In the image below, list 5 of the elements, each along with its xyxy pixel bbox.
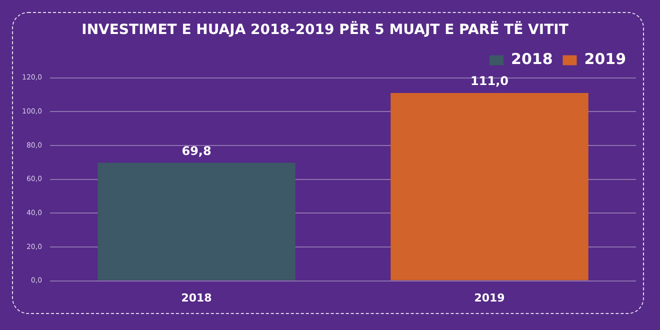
legend-label: 2018 (511, 50, 553, 68)
data-label: 69,8 (182, 144, 212, 158)
chart-title: INVESTIMET E HUAJA 2018-2019 PËR 5 MUAJT E PARË TË VITIT (82, 21, 569, 38)
legend-label: 2019 (584, 50, 626, 68)
data-label: 111,0 (470, 74, 508, 88)
